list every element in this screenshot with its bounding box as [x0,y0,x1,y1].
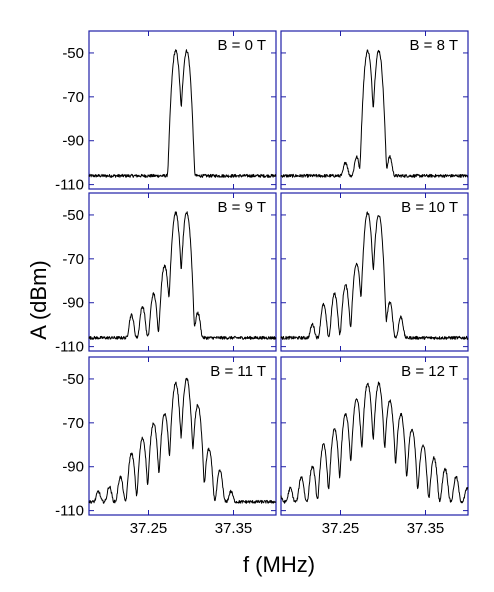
y-tick-label: -110 [55,339,84,356]
y-tick-label: -50 [62,207,84,224]
panel-frame [280,30,469,190]
panel-frame [88,192,277,352]
panel-label: B = 0 T [217,37,266,54]
y-tick-label: -90 [62,295,84,312]
y-tick-label: -110 [55,503,84,520]
panel-label: B = 10 T [401,199,458,216]
panels-group: -50 -70 -90 -110 B = 0 T B = 8 T -50 -70 -90 -110… [55,30,469,537]
y-tick-label: -110 [55,177,84,194]
panel-6: 37.25 37.35 B = 12 T [280,356,469,537]
y-tick-label: -70 [62,251,84,268]
x-tick-label: 37.35 [407,520,445,537]
x-tick-label: 37.25 [130,520,168,537]
panel-label: B = 11 T [210,363,266,380]
spectrum-line [88,377,277,504]
panel-2: B = 8 T [280,30,469,190]
panel-frame [280,356,469,516]
panel-label: B = 8 T [409,37,458,54]
y-tick-label: -90 [62,459,84,476]
panel-frame [88,356,277,516]
panel-3: -50 -70 -90 -110 B = 9 T [55,192,277,356]
y-tick-label: -70 [62,89,84,106]
panel-label: B = 12 T [401,363,458,380]
y-axis-label: A (dBm) [26,260,51,339]
panel-label: B = 9 T [217,199,266,216]
panel-5: -50 -70 -90 -110 37.25 37.35 B = 11 T [55,356,277,537]
spectrum-line [88,49,277,178]
spectrum-line [280,49,469,178]
panel-frame [88,30,277,190]
spectrum-line [280,211,469,340]
panel-frame [280,192,469,352]
panel-1: -50 -70 -90 -110 B = 0 T [55,30,277,194]
x-tick-label: 37.35 [215,520,253,537]
panel-4: B = 10 T [280,192,469,352]
spectrum-line [88,211,277,340]
y-tick-label: -70 [62,415,84,432]
x-tick-label: 37.25 [322,520,360,537]
spectrum-line [280,381,469,504]
y-tick-label: -90 [62,133,84,150]
x-axis-label: f (MHz) [243,552,315,577]
y-tick-label: -50 [62,45,84,62]
y-tick-label: -50 [62,371,84,388]
